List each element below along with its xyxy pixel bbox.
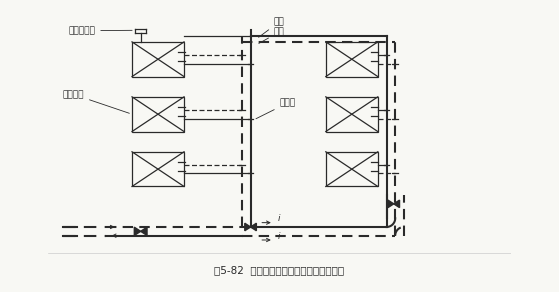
Polygon shape [134, 227, 141, 235]
Text: 手动放风门: 手动放风门 [68, 26, 132, 35]
Polygon shape [388, 200, 394, 208]
Polygon shape [250, 223, 257, 231]
Text: 凝结水: 凝结水 [256, 98, 296, 119]
Polygon shape [394, 200, 400, 208]
Bar [326, 97, 378, 131]
Bar [132, 152, 184, 187]
Bar [132, 97, 184, 131]
Polygon shape [245, 223, 250, 231]
Text: $i$: $i$ [277, 212, 281, 223]
Text: 图5-82  下供下回异程空调水管道系统图式: 图5-82 下供下回异程空调水管道系统图式 [215, 265, 344, 275]
Text: 供水: 供水 [259, 28, 285, 44]
Bar [326, 42, 378, 77]
Bar [326, 152, 378, 187]
Text: 回水: 回水 [259, 18, 285, 37]
Bar [132, 42, 184, 77]
Text: 空调设备: 空调设备 [63, 90, 129, 113]
Text: $i$: $i$ [277, 230, 281, 241]
Polygon shape [141, 227, 147, 235]
